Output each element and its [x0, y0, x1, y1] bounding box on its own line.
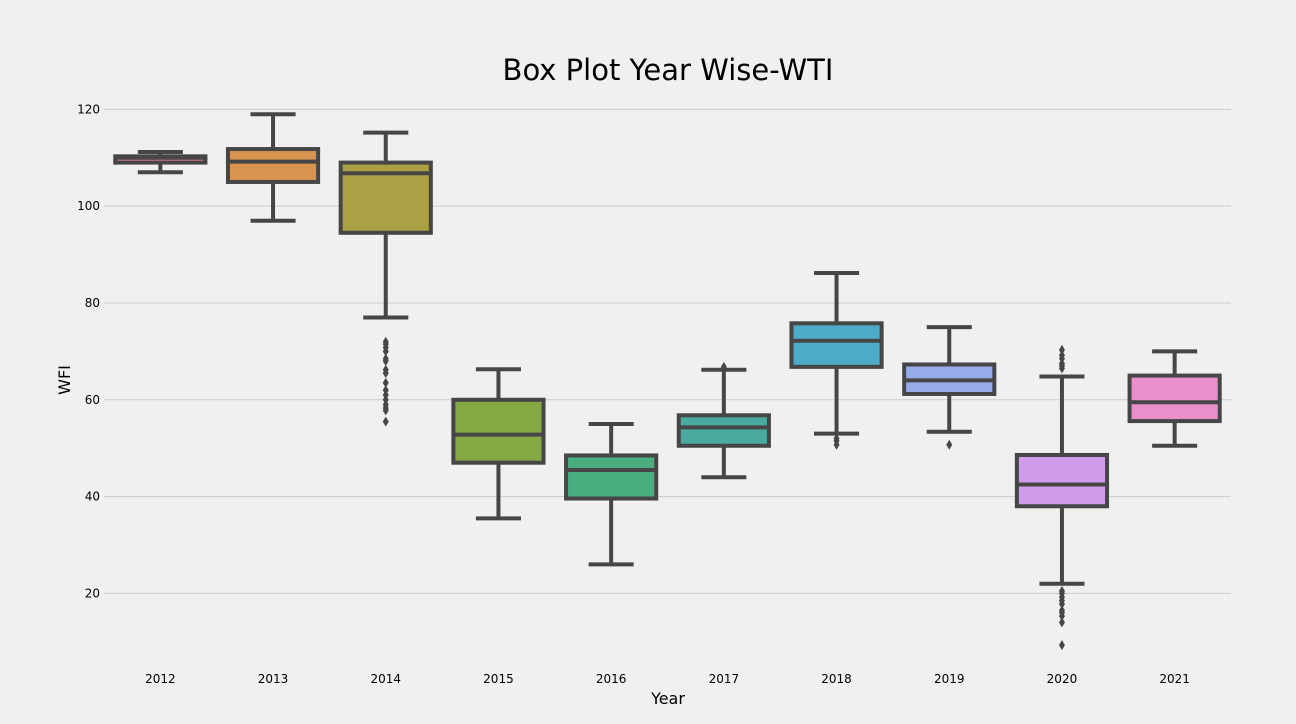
iqr-box: [676, 413, 771, 448]
box-2015: [451, 367, 546, 521]
iqr-box: [1127, 373, 1222, 424]
y-tick-labels: 20 40 60 80 100 120: [77, 102, 100, 600]
y-tick-label: 120: [77, 102, 100, 116]
x-tick-label: 2019: [934, 672, 965, 686]
box-2013: [225, 112, 321, 223]
x-axis-label: Year: [650, 689, 685, 708]
iqr-box: [225, 147, 321, 184]
iqr-box: [1014, 452, 1110, 509]
outlier-point: [946, 439, 953, 450]
boxes: [113, 112, 1222, 651]
box-2019: [902, 325, 997, 450]
outlier-point: [1058, 363, 1065, 374]
outlier-point: [382, 405, 389, 416]
x-tick-label: 2017: [709, 672, 740, 686]
iqr-box: [564, 453, 659, 501]
box-2018: [789, 270, 884, 450]
box-2020: [1014, 344, 1110, 651]
x-tick-label: 2014: [370, 672, 401, 686]
outlier-point: [1058, 344, 1065, 355]
chart-title: Box Plot Year Wise-WTI: [503, 53, 834, 87]
iqr-box: [789, 321, 884, 369]
x-tick-label: 2018: [821, 672, 852, 686]
x-tick-labels: 2012 2013 2014 2015 2016 2017 2018 2019 2020 2021: [145, 672, 1190, 686]
outlier-point: [720, 361, 727, 372]
grid-lines: [104, 108, 1231, 594]
y-axis-label: WFI: [55, 365, 74, 395]
y-tick-label: 80: [85, 296, 100, 310]
outlier-point: [1058, 611, 1065, 622]
box-2021: [1127, 349, 1222, 448]
y-tick-label: 40: [85, 490, 100, 504]
outlier-point: [1058, 599, 1065, 610]
box-2014: [338, 130, 433, 427]
outlier-point: [382, 368, 389, 379]
outlier-point: [1058, 617, 1065, 628]
x-tick-label: 2012: [145, 672, 176, 686]
y-tick-label: 20: [85, 586, 100, 600]
x-tick-label: 2021: [1159, 672, 1190, 686]
box-2016: [564, 421, 659, 567]
box-2017: [676, 361, 771, 480]
outlier-point: [382, 346, 389, 357]
y-tick-label: 100: [77, 199, 100, 213]
outlier-point: [382, 356, 389, 367]
x-tick-label: 2016: [596, 672, 627, 686]
outlier-point: [382, 416, 389, 427]
x-tick-label: 2013: [258, 672, 289, 686]
iqr-box: [451, 397, 546, 465]
x-tick-label: 2020: [1047, 672, 1078, 686]
outlier-point: [833, 439, 840, 450]
y-tick-label: 60: [85, 393, 100, 407]
box-2012: [113, 149, 208, 175]
outlier-point: [382, 377, 389, 388]
x-tick-label: 2015: [483, 672, 514, 686]
outlier-point: [1058, 640, 1065, 651]
